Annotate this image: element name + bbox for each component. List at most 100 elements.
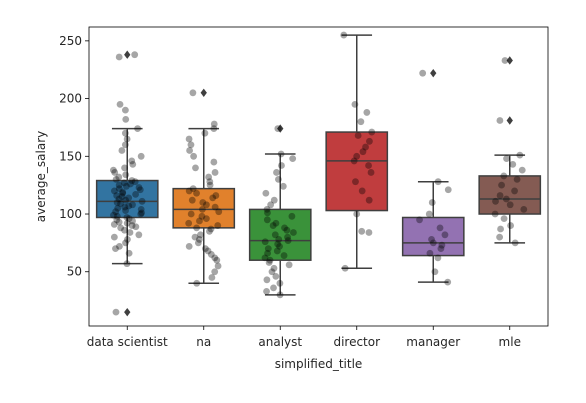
strip-point xyxy=(492,197,499,205)
strip-point xyxy=(206,227,213,235)
strip-point xyxy=(193,189,200,197)
strip-point xyxy=(122,196,129,204)
strip-point xyxy=(125,249,133,257)
strip-point xyxy=(263,276,271,284)
strip-point xyxy=(434,178,442,186)
strip-point xyxy=(110,221,118,228)
strip-point xyxy=(516,151,524,159)
strip-point xyxy=(207,251,215,258)
strip-point xyxy=(206,178,214,186)
strip-point xyxy=(261,254,269,262)
strip-point xyxy=(277,150,285,158)
strip-point xyxy=(121,226,128,234)
strip-point xyxy=(187,141,195,149)
strip-point xyxy=(354,132,362,139)
strip-point xyxy=(416,216,423,224)
x-axis-label: simplified_title xyxy=(275,357,363,371)
strip-point xyxy=(206,181,214,189)
strip-point xyxy=(497,225,504,233)
y-tick-label: 50 xyxy=(67,265,82,279)
strip-point xyxy=(444,278,452,286)
strip-point xyxy=(135,231,143,239)
strip-point xyxy=(509,160,517,168)
strip-point xyxy=(363,109,371,116)
strip-point xyxy=(211,203,219,211)
strip-point xyxy=(275,236,283,243)
outlier-marker xyxy=(430,68,437,78)
strip-point xyxy=(353,210,361,218)
strip-point xyxy=(276,291,284,299)
strip-point xyxy=(283,226,291,234)
strip-point xyxy=(357,118,365,126)
strip-point xyxy=(115,173,123,181)
strip-point xyxy=(210,158,218,166)
strip-point xyxy=(276,279,284,287)
strip-point xyxy=(367,169,375,176)
strip-point xyxy=(132,190,139,198)
strip-point xyxy=(196,217,203,225)
strip-point xyxy=(511,187,518,195)
strip-point xyxy=(121,129,129,137)
strip-point xyxy=(207,225,215,233)
strip-point xyxy=(193,224,201,232)
strip-point xyxy=(351,100,359,108)
strip-point xyxy=(120,179,128,187)
outlier-marker xyxy=(200,88,207,98)
strip-point xyxy=(113,192,121,199)
strip-point xyxy=(110,211,117,219)
strip-point xyxy=(365,162,372,169)
strip-point xyxy=(279,182,287,190)
strip-point xyxy=(431,268,439,276)
strip-point xyxy=(125,194,133,202)
strip-point xyxy=(285,261,293,269)
iqr-box xyxy=(172,187,236,229)
strip-point xyxy=(122,239,129,247)
strip-point xyxy=(266,256,274,264)
strip-point xyxy=(119,188,127,196)
strip-point xyxy=(428,199,436,206)
y-tick-label: 150 xyxy=(59,149,82,163)
strip-point xyxy=(123,260,131,268)
strip-point xyxy=(201,129,209,137)
strip-point xyxy=(288,212,296,220)
strip-point xyxy=(112,208,120,216)
strip-point xyxy=(502,195,510,203)
strip-point xyxy=(503,155,510,163)
strip-point xyxy=(189,185,197,193)
strip-point xyxy=(284,233,291,241)
strip-point xyxy=(366,137,373,145)
strip-point xyxy=(429,239,437,247)
strip-point xyxy=(188,196,196,204)
strip-point xyxy=(191,233,199,241)
strip-point xyxy=(121,164,128,172)
strip-point xyxy=(129,201,136,209)
strip-point xyxy=(290,229,297,236)
strip-point xyxy=(110,233,118,241)
outlier-marker xyxy=(124,50,131,59)
strip-point xyxy=(128,177,136,184)
strip-point xyxy=(210,120,218,128)
strip-point xyxy=(214,262,222,270)
strip-point xyxy=(211,254,219,262)
strip-point xyxy=(273,169,280,176)
strip-point xyxy=(426,249,434,257)
strip-point xyxy=(520,206,528,213)
strip-point xyxy=(185,135,193,143)
strip-point xyxy=(284,237,292,244)
strip-point xyxy=(513,175,521,183)
x-tick-label: na xyxy=(196,335,211,349)
strip-point xyxy=(185,242,193,250)
box-mle xyxy=(478,56,542,244)
strip-point xyxy=(127,180,134,188)
strip-point xyxy=(121,141,129,149)
boxes-layer xyxy=(95,34,542,317)
strip-point xyxy=(137,152,145,160)
box-na xyxy=(172,88,236,285)
strip-point xyxy=(125,202,133,210)
y-axis-label: average_salary xyxy=(34,131,48,222)
box-analyst xyxy=(248,124,312,296)
y-tick-label: 200 xyxy=(59,92,82,106)
strip-point xyxy=(496,233,504,241)
strip-point xyxy=(189,89,197,97)
